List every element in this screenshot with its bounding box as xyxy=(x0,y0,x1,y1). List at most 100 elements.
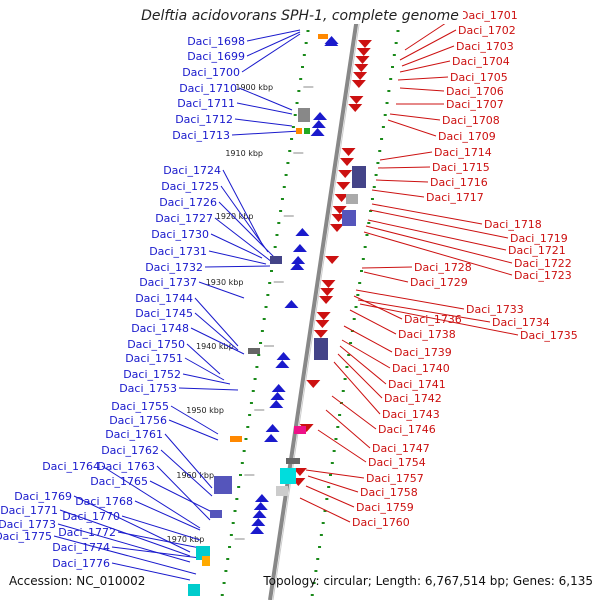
tick-mark xyxy=(316,558,320,560)
gene-box xyxy=(230,436,242,442)
gene-leader-line xyxy=(160,449,213,497)
gene-label-daci-1722: Daci_1722 xyxy=(514,257,572,270)
gene-leader-line xyxy=(305,485,355,508)
tick-mark xyxy=(297,90,301,92)
scale-label: 1950 kbp xyxy=(186,406,224,415)
scale-label: 1970 kbp xyxy=(167,535,205,544)
gene-arrow-reverse xyxy=(348,104,363,112)
gene-label-daci-1719: Daci_1719 xyxy=(510,232,568,245)
gene-leader-line xyxy=(57,523,191,563)
gene-arrow-reverse xyxy=(321,280,336,288)
gene-leader-line xyxy=(246,31,301,57)
gene-arrow-reverse xyxy=(292,468,307,476)
gene-label-daci-1768: Daci_1768 xyxy=(75,495,133,508)
tick-mark xyxy=(360,270,363,272)
gene-leader-line xyxy=(156,465,211,521)
gene-label-daci-1753: Daci_1753 xyxy=(119,382,177,395)
gene-leader-line xyxy=(184,357,225,381)
gene-label-daci-1775: Daci_1775 xyxy=(0,530,52,543)
tick-mark xyxy=(345,366,349,368)
page-title: Delftia acidovorans SPH-1, complete geno… xyxy=(0,8,600,24)
gene-arrow-reverse xyxy=(349,96,364,104)
gene-leader-line xyxy=(325,409,371,449)
tick-mark xyxy=(220,594,224,596)
tick-mark xyxy=(279,210,283,212)
gene-leader-line xyxy=(234,118,293,127)
gene-leader-line xyxy=(121,515,201,541)
tick-mark xyxy=(295,102,299,104)
gene-label-daci-1737: Daci_1737 xyxy=(139,276,197,289)
gene-leader-line xyxy=(369,209,509,239)
tick-mark xyxy=(321,522,325,524)
gene-arrow-reverse xyxy=(332,206,347,214)
gene-arrow-forward xyxy=(284,300,299,308)
tick-mark xyxy=(270,270,273,272)
tick-mark xyxy=(282,186,286,188)
gene-box xyxy=(210,510,222,518)
gene-leader-line xyxy=(220,185,269,253)
gene-label-daci-1762: Daci_1762 xyxy=(101,444,159,457)
gene-arrow-reverse xyxy=(325,256,340,264)
gene-box xyxy=(202,556,210,566)
gene-leader-line xyxy=(371,203,483,225)
tick-mark xyxy=(327,486,331,488)
tick-mark xyxy=(262,318,266,320)
gene-box xyxy=(248,348,260,354)
gene-box xyxy=(318,34,328,39)
gene-label-daci-1713: Daci_1713 xyxy=(172,129,230,142)
gene-label-daci-1752: Daci_1752 xyxy=(123,368,181,381)
tick-mark xyxy=(229,534,233,536)
gene-label-daci-1721: Daci_1721 xyxy=(508,244,566,257)
gene-label-daci-1774: Daci_1774 xyxy=(52,541,110,554)
tick-mark xyxy=(312,582,316,584)
gene-arrow-forward xyxy=(250,526,265,534)
gene-label-daci-1723: Daci_1723 xyxy=(514,269,572,282)
gene-leader-line xyxy=(208,250,267,265)
gene-leader-line xyxy=(399,29,457,61)
gene-leader-line xyxy=(375,179,429,183)
gene-label-daci-1734: Daci_1734 xyxy=(492,316,550,329)
gene-arrow-forward xyxy=(292,244,307,252)
gene-leader-line xyxy=(339,345,387,385)
tick-mark xyxy=(251,390,255,392)
gene-label-daci-1741: Daci_1741 xyxy=(388,378,446,391)
tick-mark xyxy=(266,294,270,296)
tick-mark xyxy=(334,438,338,440)
gene-leader-line xyxy=(343,325,393,353)
gene-box xyxy=(294,426,306,434)
gene-leader-line xyxy=(231,130,301,136)
gene-leader-line xyxy=(190,327,245,355)
gene-arrow-reverse xyxy=(354,64,369,72)
gene-label-daci-1730: Daci_1730 xyxy=(151,228,209,241)
gene-label-daci-1714: Daci_1714 xyxy=(434,146,492,159)
gene-arrow-reverse xyxy=(329,224,344,232)
gene-leader-line xyxy=(399,87,445,92)
gene-label-daci-1750: Daci_1750 xyxy=(127,338,185,351)
gene-label-daci-1776: Daci_1776 xyxy=(52,557,110,570)
tick-mark xyxy=(302,54,306,56)
gene-label-daci-1769: Daci_1769 xyxy=(14,490,72,503)
gene-arrow-reverse xyxy=(338,170,353,178)
gene-box xyxy=(346,194,358,204)
gene-arrow-forward xyxy=(275,360,290,368)
tick-mark xyxy=(392,54,396,56)
gene-leader-line xyxy=(194,312,239,351)
gene-leader-line xyxy=(359,303,519,336)
gene-leader-line xyxy=(186,343,221,375)
gene-leader-line xyxy=(210,233,263,259)
gene-label-daci-1738: Daci_1738 xyxy=(398,328,456,341)
gene-label-daci-1716: Daci_1716 xyxy=(430,176,488,189)
gene-arrow-forward xyxy=(311,120,326,128)
gene-label-daci-1729: Daci_1729 xyxy=(410,276,468,289)
tick-mark xyxy=(396,30,400,32)
tick-mark xyxy=(255,366,259,368)
gene-arrow-forward xyxy=(276,352,291,360)
gene-leader-line xyxy=(168,419,219,441)
gene-leader-line xyxy=(363,271,409,283)
accession-label: Accession: NC_010002 xyxy=(9,574,146,588)
tick-mark xyxy=(338,414,342,416)
tick-mark xyxy=(291,126,295,128)
gene-arrow-reverse xyxy=(341,148,356,156)
tick-mark xyxy=(248,414,252,416)
